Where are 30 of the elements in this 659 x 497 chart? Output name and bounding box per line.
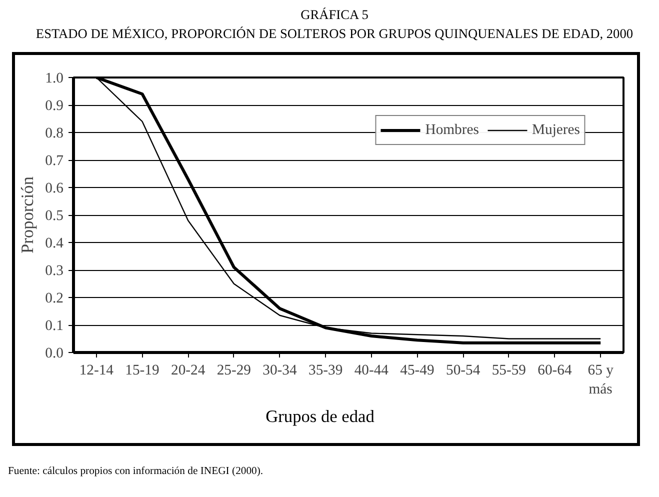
y-tick-label: 1.0 [45, 70, 64, 87]
y-tick-label: 0.8 [45, 126, 64, 142]
y-tick-label: 0.3 [45, 263, 64, 280]
y-tick-label: 0.4 [45, 236, 64, 252]
x-tick-label: 12-14 [79, 362, 114, 379]
x-tick-label: 25-29 [216, 362, 252, 379]
chart-subtitle: ESTADO DE MÉXICO, PROPORCIÓN DE SOLTEROS POR GRUPOS QUINQUENALES DE EDAD, 2000 [36, 26, 634, 42]
x-tick-label: 30-34 [262, 362, 298, 379]
y-tick-label: 0.5 [45, 208, 64, 224]
source-note: Fuente: cálculos propios con información de INEGI (2000). [8, 464, 264, 479]
chart-title: GRÁFICA 5 [300, 7, 368, 22]
x-tick-label: 60-64 [538, 362, 573, 379]
x-tick-label: 55-59 [492, 362, 526, 379]
x-axis-title: Grupos de edad [266, 406, 374, 428]
x-tick-label: 50-54 [446, 362, 481, 379]
legend-label: Hombres [425, 122, 479, 139]
y-tick-label: 0.0 [45, 346, 64, 362]
x-tick-label: 40-44 [354, 362, 390, 379]
legend-label: Mujeres [532, 122, 580, 139]
y-tick-label: 0.2 [45, 290, 64, 307]
y-tick-label: 0.1 [45, 318, 64, 334]
y-tick-label: 0.6 [45, 180, 64, 197]
y-axis-title: Proporción [18, 176, 38, 254]
x-tick-label: 15-19 [125, 362, 160, 379]
x-tick-label: 20-24 [170, 362, 206, 379]
x-tick-label: 35-39 [308, 362, 343, 379]
x-tick-label: 65 y más [588, 362, 614, 398]
x-tick-label: 45-49 [400, 362, 434, 379]
y-tick-label: 0.9 [45, 98, 64, 114]
y-tick-label: 0.7 [45, 153, 64, 170]
